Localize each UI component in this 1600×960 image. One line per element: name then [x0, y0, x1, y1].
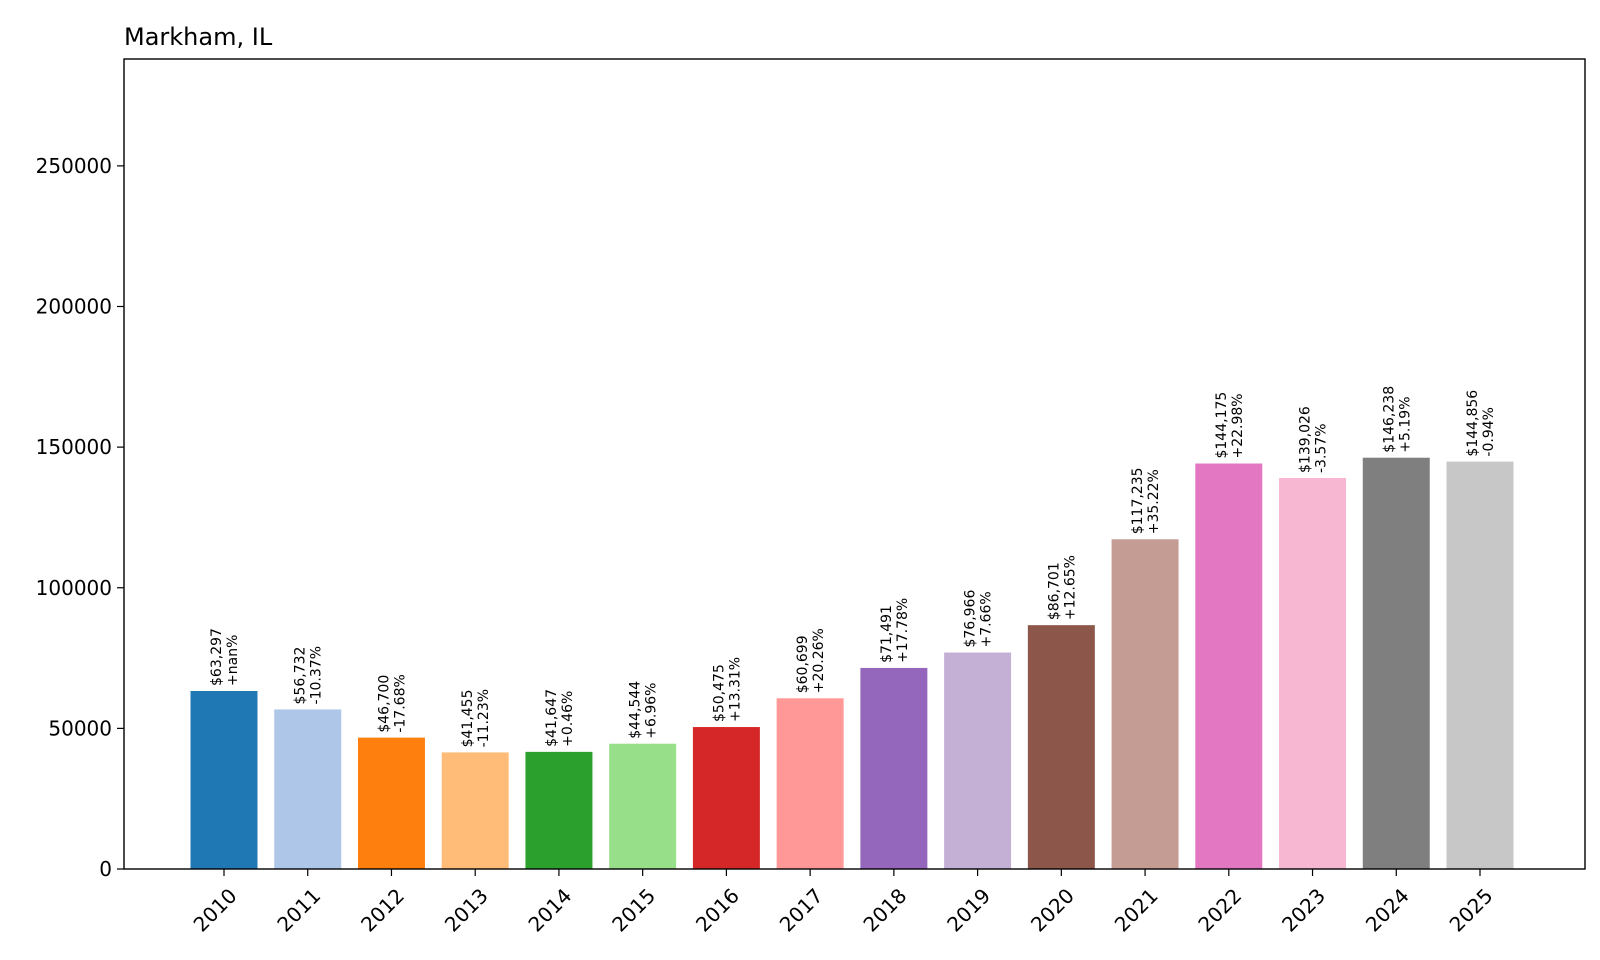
bar-2015	[609, 743, 677, 869]
x-tick-label-2018: 2018	[858, 884, 911, 937]
bars-layer	[190, 457, 1514, 869]
bar-change-label-2020: +12.65%	[1062, 555, 1078, 620]
bar-2010	[190, 690, 258, 869]
y-tick-label-250000: 250000	[36, 154, 112, 178]
bar-change-label-2018: +17.78%	[895, 598, 911, 663]
bar-value-label-2012: $46,700	[376, 675, 392, 733]
y-axis: 0 50000 100000 150000 200000 250000	[36, 154, 124, 881]
x-tick-label-2010: 2010	[189, 884, 242, 937]
bar-value-label-2025: $144,856	[1465, 390, 1481, 457]
bar-2022	[1195, 463, 1263, 869]
bar-value-label-2021: $117,235	[1130, 467, 1146, 534]
bar-value-label-2020: $86,701	[1046, 562, 1062, 620]
bar-change-label-2014: +0.46%	[560, 691, 576, 747]
x-tick-label-2016: 2016	[691, 884, 744, 937]
bar-2021	[1111, 539, 1179, 869]
bar-2016	[692, 727, 760, 869]
bar-value-label-2024: $146,238	[1381, 386, 1397, 453]
bar-change-label-2012: -17.68%	[392, 674, 408, 732]
bar-2025	[1446, 461, 1514, 869]
bar-value-label-2010: $63,297	[209, 628, 225, 686]
y-tick-label-150000: 150000	[36, 435, 112, 459]
y-tick-label-0: 0	[99, 857, 112, 881]
bar-change-label-2013: -11.23%	[476, 689, 492, 747]
bar-2012	[357, 737, 425, 869]
plot-frame	[123, 58, 1586, 870]
bar-value-label-2017: $60,699	[795, 635, 811, 693]
x-tick-label-2015: 2015	[607, 884, 660, 937]
x-tick-label-2014: 2014	[524, 884, 577, 937]
bar-change-label-2023: -3.57%	[1314, 423, 1330, 473]
bar-value-label-2015: $44,544	[628, 681, 644, 739]
x-tick-label-2019: 2019	[942, 884, 995, 937]
bar-change-label-2025: -0.94%	[1481, 407, 1497, 457]
x-tick-label-2021: 2021	[1110, 884, 1163, 937]
x-tick-label-2023: 2023	[1277, 884, 1330, 937]
bar-2011	[274, 709, 342, 869]
bar-value-label-2019: $76,966	[963, 590, 979, 648]
x-axis: 2010 2011 2012 2013 2014 2015 2016 2017 2018 2019…	[189, 869, 1498, 937]
bar-value-label-2023: $139,026	[1298, 406, 1314, 473]
x-tick-label-2022: 2022	[1193, 884, 1246, 937]
bar-value-label-2016: $50,475	[711, 664, 727, 722]
bar-change-label-2017: +20.26%	[811, 628, 827, 693]
x-tick-label-2020: 2020	[1026, 884, 1079, 937]
bar-value-label-2013: $41,455	[460, 690, 476, 748]
chart-title: Markham, IL	[124, 23, 273, 51]
bar-2018	[860, 667, 928, 869]
x-tick-label-2024: 2024	[1361, 884, 1414, 937]
bar-change-label-2016: +13.31%	[727, 657, 743, 722]
x-tick-label-2025: 2025	[1445, 884, 1498, 937]
y-tick-label-200000: 200000	[36, 295, 112, 319]
bar-change-label-2019: +7.66%	[979, 591, 995, 647]
x-tick-label-2012: 2012	[356, 884, 409, 937]
y-tick-label-50000: 50000	[48, 716, 112, 740]
bar-change-label-2011: -10.37%	[309, 646, 325, 704]
bar-2017	[776, 698, 844, 869]
bar-2014	[525, 751, 593, 869]
bar-2024	[1362, 457, 1430, 869]
bar-2020	[1027, 625, 1095, 869]
x-tick-label-2013: 2013	[440, 884, 493, 937]
y-tick-label-100000: 100000	[36, 576, 112, 600]
bar-change-label-2015: +6.96%	[644, 683, 660, 739]
bar-change-label-2010: +nan%	[225, 635, 241, 686]
x-tick-label-2011: 2011	[272, 884, 325, 937]
bar-change-label-2024: +5.19%	[1397, 396, 1413, 452]
bar-value-label-2022: $144,175	[1214, 392, 1230, 459]
bar-2019	[944, 652, 1012, 869]
bar-value-label-2018: $71,491	[879, 605, 895, 663]
bar-change-label-2021: +35.22%	[1146, 469, 1162, 534]
bar-value-label-2011: $56,732	[293, 647, 309, 705]
bar-value-label-2014: $41,647	[544, 689, 560, 747]
bar-2013	[441, 752, 509, 869]
bar-labels-layer: $63,297 +nan% $56,732 -10.37% $46,700 -17.68%…	[209, 386, 1497, 748]
bar-2023	[1279, 477, 1347, 869]
x-tick-label-2017: 2017	[775, 884, 828, 937]
bar-change-label-2022: +22.98%	[1230, 393, 1246, 458]
